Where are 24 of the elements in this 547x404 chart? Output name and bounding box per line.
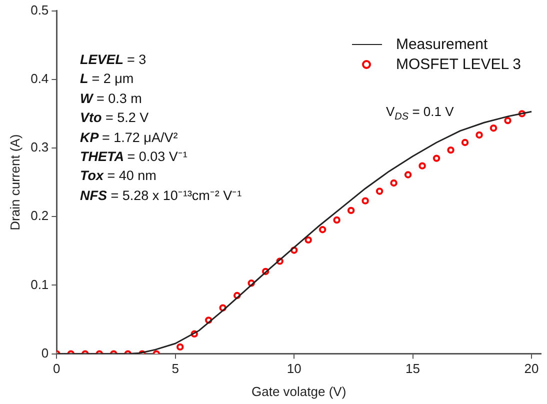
x-tick-label: 0 <box>53 361 60 376</box>
y-tick-label: 0.2 <box>30 208 49 224</box>
legend-label: Measurement <box>396 36 488 54</box>
annotation: THETA = 0.03 V⁻¹ <box>80 148 188 166</box>
annotation: L = 2 μm <box>80 70 135 88</box>
annotation: Vto = 5.2 V <box>80 109 150 128</box>
y-tick-label: 0.5 <box>30 2 49 18</box>
annotation: KP = 1.72 μA/V² <box>80 128 179 147</box>
annotation: LEVEL = 3 <box>80 51 148 69</box>
x-tick-label: 10 <box>286 361 302 376</box>
y-tick-label: 0 <box>41 345 49 360</box>
x-tick-label: 20 <box>524 361 539 376</box>
y-tick-label: 0.4 <box>30 70 49 86</box>
x-axis-title: Gate volatge (V) <box>252 384 346 399</box>
legend-label: MOSFET LEVEL 3 <box>396 56 521 74</box>
annotation: NFS = 5.28 x 10⁻¹³cm⁻² V⁻¹ <box>80 186 242 205</box>
y-tick-label: 0.1 <box>30 276 49 292</box>
y-axis-title: Drain current (A) <box>7 134 22 230</box>
annotation: Tox = 40 nm <box>80 167 158 186</box>
annotation: W = 0.3 m <box>80 90 143 108</box>
annotation: V$_{DS}$ = 0.1 V <box>386 104 454 123</box>
x-tick-label: 5 <box>172 361 179 376</box>
x-tick-label: 15 <box>406 361 420 376</box>
y-tick-label: 0.3 <box>30 140 49 155</box>
